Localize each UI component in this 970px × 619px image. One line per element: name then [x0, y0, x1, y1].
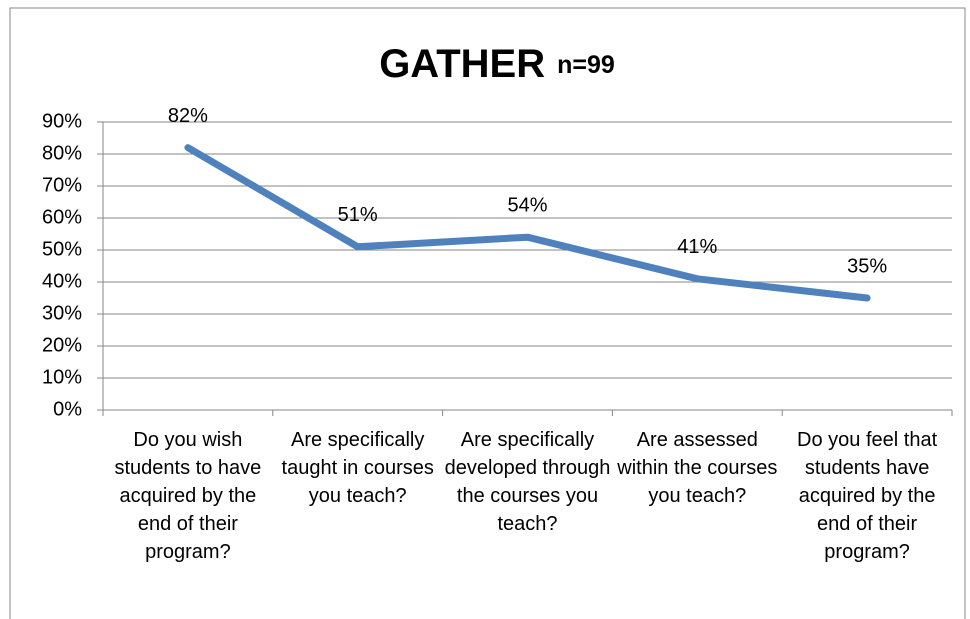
x-tick-label: Do you wish students to have acquired by…	[114, 429, 262, 563]
data-label: 35%	[847, 255, 887, 277]
y-tick-label: 80%	[42, 142, 82, 164]
line	[184, 144, 871, 302]
y-tick-label: 10%	[42, 366, 82, 388]
x-tick-label: Do you feel that students have acquired …	[797, 429, 938, 563]
data-label: 51%	[338, 204, 378, 226]
x-tick-label: Are specifically developed through the c…	[444, 429, 611, 535]
chart-subtitle: n=99	[557, 51, 615, 79]
y-tick-label: 50%	[42, 238, 82, 260]
data-label: 82%	[168, 105, 208, 127]
x-tick-label: Are specifically taught in courses you t…	[281, 429, 434, 507]
y-tick-label: 30%	[42, 302, 82, 324]
data-label: 41%	[677, 236, 717, 258]
y-tick-label: 90%	[42, 110, 82, 132]
y-tick-label: 0%	[53, 398, 82, 420]
chart-title-group: GATHER n=99	[379, 42, 615, 86]
x-tick-label: Are assessed within the courses you teac…	[617, 429, 778, 507]
y-tick-label: 20%	[42, 334, 82, 356]
y-tick-label: 40%	[42, 270, 82, 292]
chart-title: GATHER	[379, 42, 545, 86]
data-label: 54%	[507, 194, 547, 216]
y-tick-label: 70%	[42, 174, 82, 196]
y-tick-label: 60%	[42, 206, 82, 228]
